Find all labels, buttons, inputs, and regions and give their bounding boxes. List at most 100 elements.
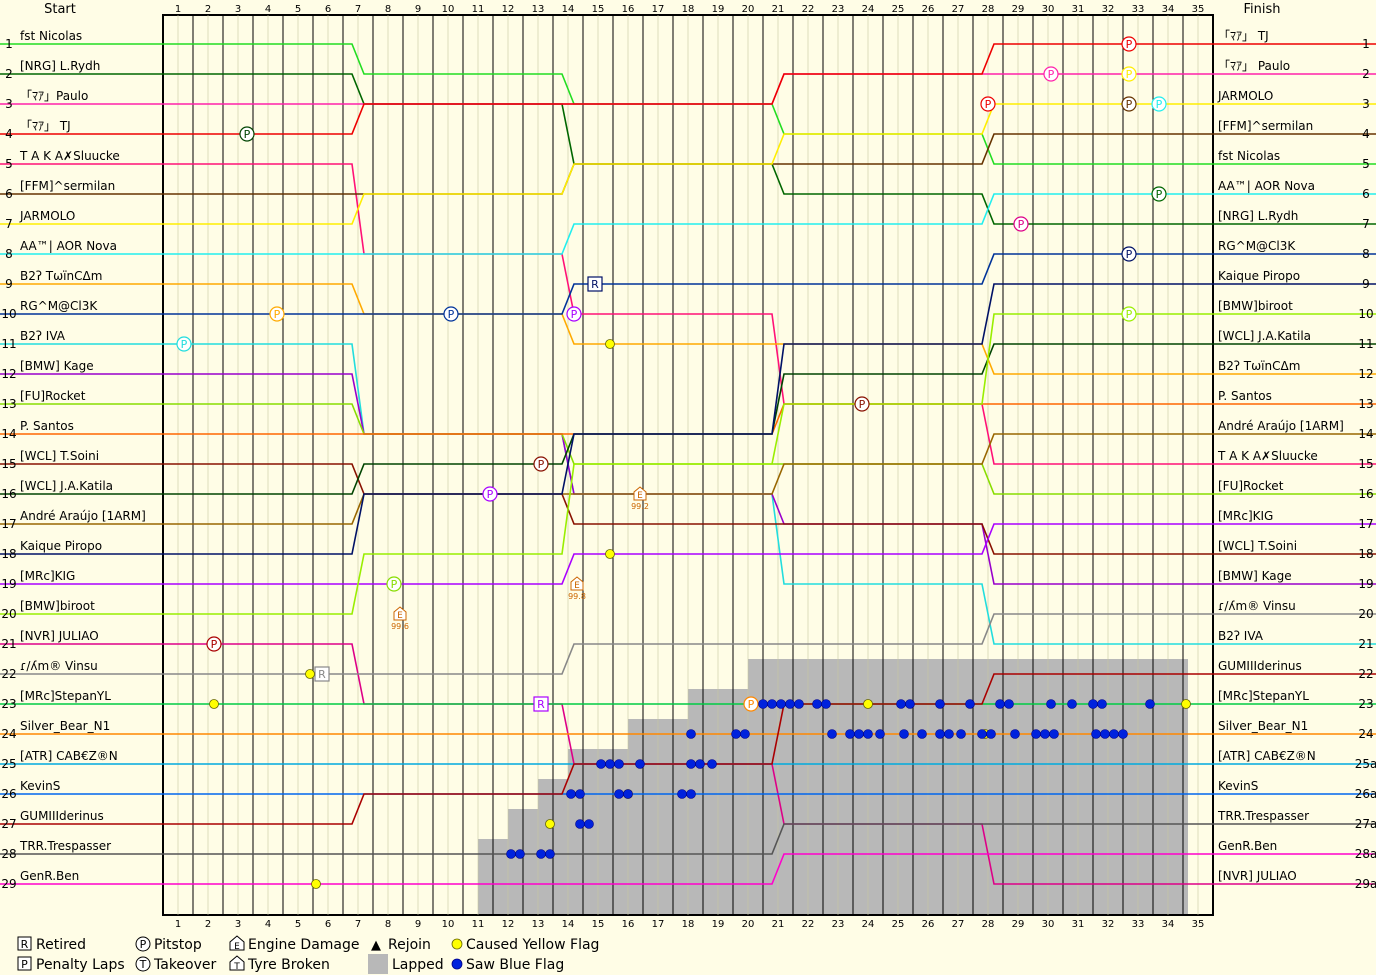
engine-damage-marker (393, 606, 407, 621)
pitstop-marker (443, 306, 459, 322)
start-position-label: 1 (5, 37, 13, 51)
start-driver-name: T A K A✗Sluucke (19, 149, 120, 163)
finish-driver-name: P. Santos (1218, 389, 1272, 403)
engine-damage-note: 99.6 (391, 622, 409, 631)
lap-tick-bottom: 13 (532, 919, 545, 930)
retired-marker-glyph: R (318, 668, 326, 681)
pitstop-marker-glyph: P (211, 638, 218, 651)
finish-position-label: 14 (1358, 427, 1373, 441)
pitstop-marker-glyph: P (571, 308, 578, 321)
blue-flag-marker (731, 729, 741, 739)
legend-symbol (17, 956, 32, 971)
series-line (0, 433, 1376, 525)
finish-position-label: 4 (1362, 127, 1370, 141)
blue-flag-marker (506, 849, 516, 859)
blue-flag-marker (1088, 699, 1098, 709)
finish-position-label: 18 (1358, 547, 1373, 561)
start-position-label: 18 (1, 547, 16, 561)
legend-symbol-glyph: R (21, 938, 29, 951)
pitstop-marker-glyph: P (748, 698, 755, 711)
lap-tick-top: 17 (652, 4, 665, 15)
finish-driver-name: Kaique Piropo (1218, 269, 1300, 283)
blue-flag-marker (575, 789, 585, 799)
legend-symbol-glyph: ▲ (371, 938, 381, 953)
start-header: Start (44, 2, 76, 17)
finish-position-label: 24 (1358, 727, 1373, 741)
lap-tick-top: 34 (1162, 4, 1175, 15)
blue-flag-marker (905, 699, 915, 709)
legend-symbol-glyph: T (233, 962, 240, 972)
start-driver-name: 「ﾏｱ」Paulo (20, 89, 88, 103)
lap-tick-bottom: 9 (415, 919, 421, 930)
blue-flag-marker (686, 759, 696, 769)
yellow-flag-marker (605, 549, 615, 559)
start-position-label: 5 (5, 157, 13, 171)
finish-driver-name: B2ʔ TωïnCΔm (1218, 359, 1300, 373)
pitstop-marker (386, 576, 402, 592)
start-driver-name: [MRc]KIG (20, 569, 75, 583)
pitstop-marker (533, 456, 549, 472)
pitstop-marker (1043, 66, 1059, 82)
start-position-label: 16 (1, 487, 16, 501)
start-driver-name: TRR.Trespasser (19, 839, 111, 853)
blue-flag-marker (575, 819, 585, 829)
start-position-label: 3 (5, 97, 13, 111)
start-driver-name: P. Santos (20, 419, 74, 433)
lap-tick-top: 32 (1102, 4, 1115, 15)
start-position-label: 8 (5, 247, 13, 261)
yellow-flag-marker (311, 879, 321, 889)
start-position-label: 10 (1, 307, 16, 321)
start-driver-name: [BMW]biroot (20, 599, 95, 613)
lap-tick-top: 7 (355, 4, 361, 15)
blue-flag-marker (1046, 699, 1056, 709)
pitstop-marker-glyph: P (985, 98, 992, 111)
finish-position-label: 13 (1358, 397, 1373, 411)
blue-flag-marker (1109, 729, 1119, 739)
retired-marker-glyph: R (537, 698, 545, 711)
blue-flag-marker (1067, 699, 1077, 709)
finish-driver-name: RG^M@Cl3K (1218, 239, 1296, 253)
lap-tick-bottom: 27 (952, 919, 965, 930)
pitstop-marker-glyph: P (244, 128, 251, 141)
blue-flag-marker (956, 729, 966, 739)
blue-flag-marker (995, 699, 1005, 709)
start-position-label: 29 (1, 877, 16, 891)
pitstop-marker-glyph: P (487, 488, 494, 501)
lap-tick-bottom: 20 (742, 919, 755, 930)
finish-driver-name: TRR.Trespasser (1217, 809, 1309, 823)
lap-tick-top: 14 (562, 4, 575, 15)
legend-label: Saw Blue Flag (466, 957, 564, 973)
pitstop-marker (239, 126, 255, 142)
blue-flag-marker (614, 759, 624, 769)
blue-flag-marker (899, 729, 909, 739)
lap-tick-top: 26 (922, 4, 935, 15)
finish-position-label: 19 (1358, 577, 1373, 591)
lap-tick-top: 27 (952, 4, 965, 15)
legend-symbol-glyph: P (140, 938, 147, 951)
start-position-label: 4 (5, 127, 13, 141)
grid (162, 14, 1214, 916)
start-driver-name: fst Nicolas (20, 29, 82, 43)
series-line (0, 523, 1376, 585)
yellow-flag-marker (545, 819, 555, 829)
start-position-label: 26 (1, 787, 16, 801)
start-position-label: 2 (5, 67, 13, 81)
pitstop-marker (1151, 186, 1167, 202)
blue-flag-marker (623, 789, 633, 799)
lap-tick-bottom: 35 (1192, 919, 1205, 930)
lap-tick-bottom: 7 (355, 919, 361, 930)
engine-damage-note: 99.8 (568, 592, 586, 601)
blue-flag-marker (686, 789, 696, 799)
lap-tick-top: 10 (442, 4, 455, 15)
finish-position-label: 29a (1355, 877, 1376, 891)
pitstop-marker-glyph: P (1156, 98, 1163, 111)
blue-flag-marker (515, 849, 525, 859)
lap-tick-top: 8 (385, 4, 391, 15)
lap-tick-top: 1 (175, 4, 181, 15)
pitstop-marker (566, 306, 582, 322)
lap-tick-top: 28 (982, 4, 995, 15)
pitstop-marker-glyph: P (1126, 68, 1133, 81)
engine-damage-note: 99.2 (631, 502, 649, 511)
finish-position-label: 20 (1358, 607, 1373, 621)
